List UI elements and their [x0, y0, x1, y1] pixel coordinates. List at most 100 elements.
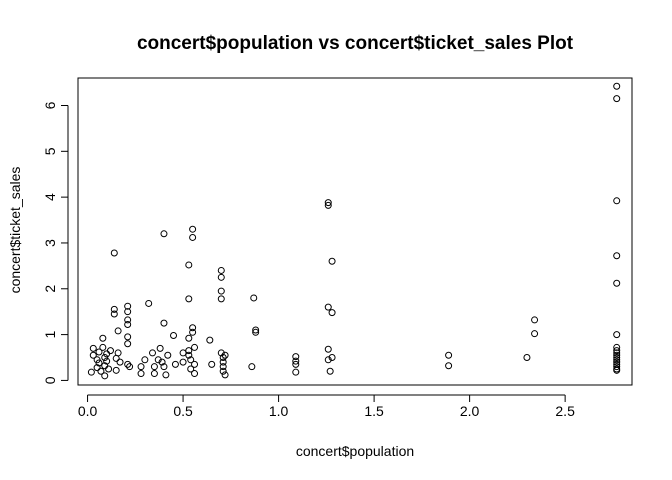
y-tick-label: 4 — [42, 193, 58, 201]
data-point — [99, 343, 107, 351]
data-point — [179, 358, 187, 366]
data-point — [171, 360, 179, 368]
data-point — [324, 345, 332, 353]
data-point — [217, 266, 225, 274]
data-point — [150, 370, 158, 378]
data-point — [124, 360, 132, 368]
data-point — [103, 357, 111, 365]
data-point — [105, 365, 113, 373]
data-point — [613, 354, 621, 362]
data-point — [292, 353, 300, 361]
x-tick-label: 0.5 — [173, 403, 193, 419]
y-axis: 0 1 2 3 4 5 6 — [42, 101, 69, 384]
data-point — [328, 354, 336, 362]
data-point — [189, 324, 197, 332]
data-point — [110, 310, 118, 318]
data-point — [252, 328, 260, 336]
data-point — [189, 233, 197, 241]
data-point — [328, 309, 336, 317]
data-point — [531, 330, 539, 338]
data-point — [219, 367, 227, 375]
data-point — [219, 354, 227, 362]
data-point — [124, 308, 132, 316]
data-point — [613, 252, 621, 260]
data-point — [126, 363, 134, 371]
data-point — [95, 359, 103, 367]
data-point — [97, 367, 105, 375]
data-point — [324, 356, 332, 364]
x-tick-label: 1.5 — [364, 403, 384, 419]
data-point — [613, 343, 621, 351]
data-point — [613, 82, 621, 90]
data-points — [87, 82, 621, 380]
data-point — [191, 370, 199, 378]
data-point — [613, 279, 621, 287]
data-point — [292, 357, 300, 365]
data-point — [116, 358, 124, 366]
data-point — [187, 356, 195, 364]
y-tick-label: 0 — [42, 376, 58, 384]
data-point — [219, 363, 227, 371]
data-point — [187, 365, 195, 373]
data-point — [221, 371, 229, 379]
data-point — [89, 344, 97, 352]
data-point — [145, 299, 153, 307]
data-point — [250, 294, 258, 302]
y-axis-label: concert$ticket_sales — [7, 167, 23, 294]
data-point — [99, 334, 107, 342]
data-point — [93, 364, 101, 372]
data-point — [185, 351, 193, 359]
data-point — [189, 328, 197, 336]
y-tick-label: 2 — [42, 285, 58, 293]
data-point — [613, 197, 621, 205]
data-point — [613, 351, 621, 359]
data-point — [156, 344, 164, 352]
data-point — [95, 348, 103, 356]
data-point — [324, 201, 332, 209]
data-point — [137, 363, 145, 371]
x-tick-label: 2.0 — [460, 403, 480, 419]
data-point — [101, 354, 109, 362]
x-tick-label: 1.0 — [269, 403, 289, 419]
data-point — [613, 95, 621, 103]
data-point — [613, 347, 621, 355]
data-point — [248, 363, 256, 371]
data-point — [179, 349, 187, 357]
data-point — [141, 356, 149, 364]
data-point — [185, 334, 193, 342]
data-point — [292, 368, 300, 376]
data-point — [252, 326, 260, 334]
data-point — [189, 225, 197, 233]
data-point — [137, 370, 145, 378]
data-point — [150, 363, 158, 371]
data-point — [170, 332, 178, 340]
data-point — [185, 347, 193, 355]
data-point — [217, 349, 225, 357]
data-point — [110, 249, 118, 257]
data-point — [613, 349, 621, 357]
data-point — [160, 230, 168, 238]
x-axis-label: concert$population — [296, 443, 414, 459]
data-point — [328, 257, 336, 265]
data-point — [160, 363, 168, 371]
data-point — [185, 295, 193, 303]
data-point — [162, 371, 170, 379]
data-point — [124, 333, 132, 341]
data-point — [523, 354, 531, 362]
data-point — [219, 358, 227, 366]
data-point — [158, 358, 166, 366]
data-point — [292, 360, 300, 368]
chart-title: concert$population vs concert$ticket_sal… — [137, 33, 574, 54]
data-point — [114, 349, 122, 357]
x-tick-label: 0.0 — [78, 403, 98, 419]
data-point — [101, 372, 109, 380]
data-point — [217, 273, 225, 281]
data-point — [613, 331, 621, 339]
data-point — [124, 340, 132, 348]
y-tick-label: 3 — [42, 239, 58, 247]
data-point — [124, 316, 132, 324]
data-point — [114, 327, 122, 335]
data-point — [154, 356, 162, 364]
